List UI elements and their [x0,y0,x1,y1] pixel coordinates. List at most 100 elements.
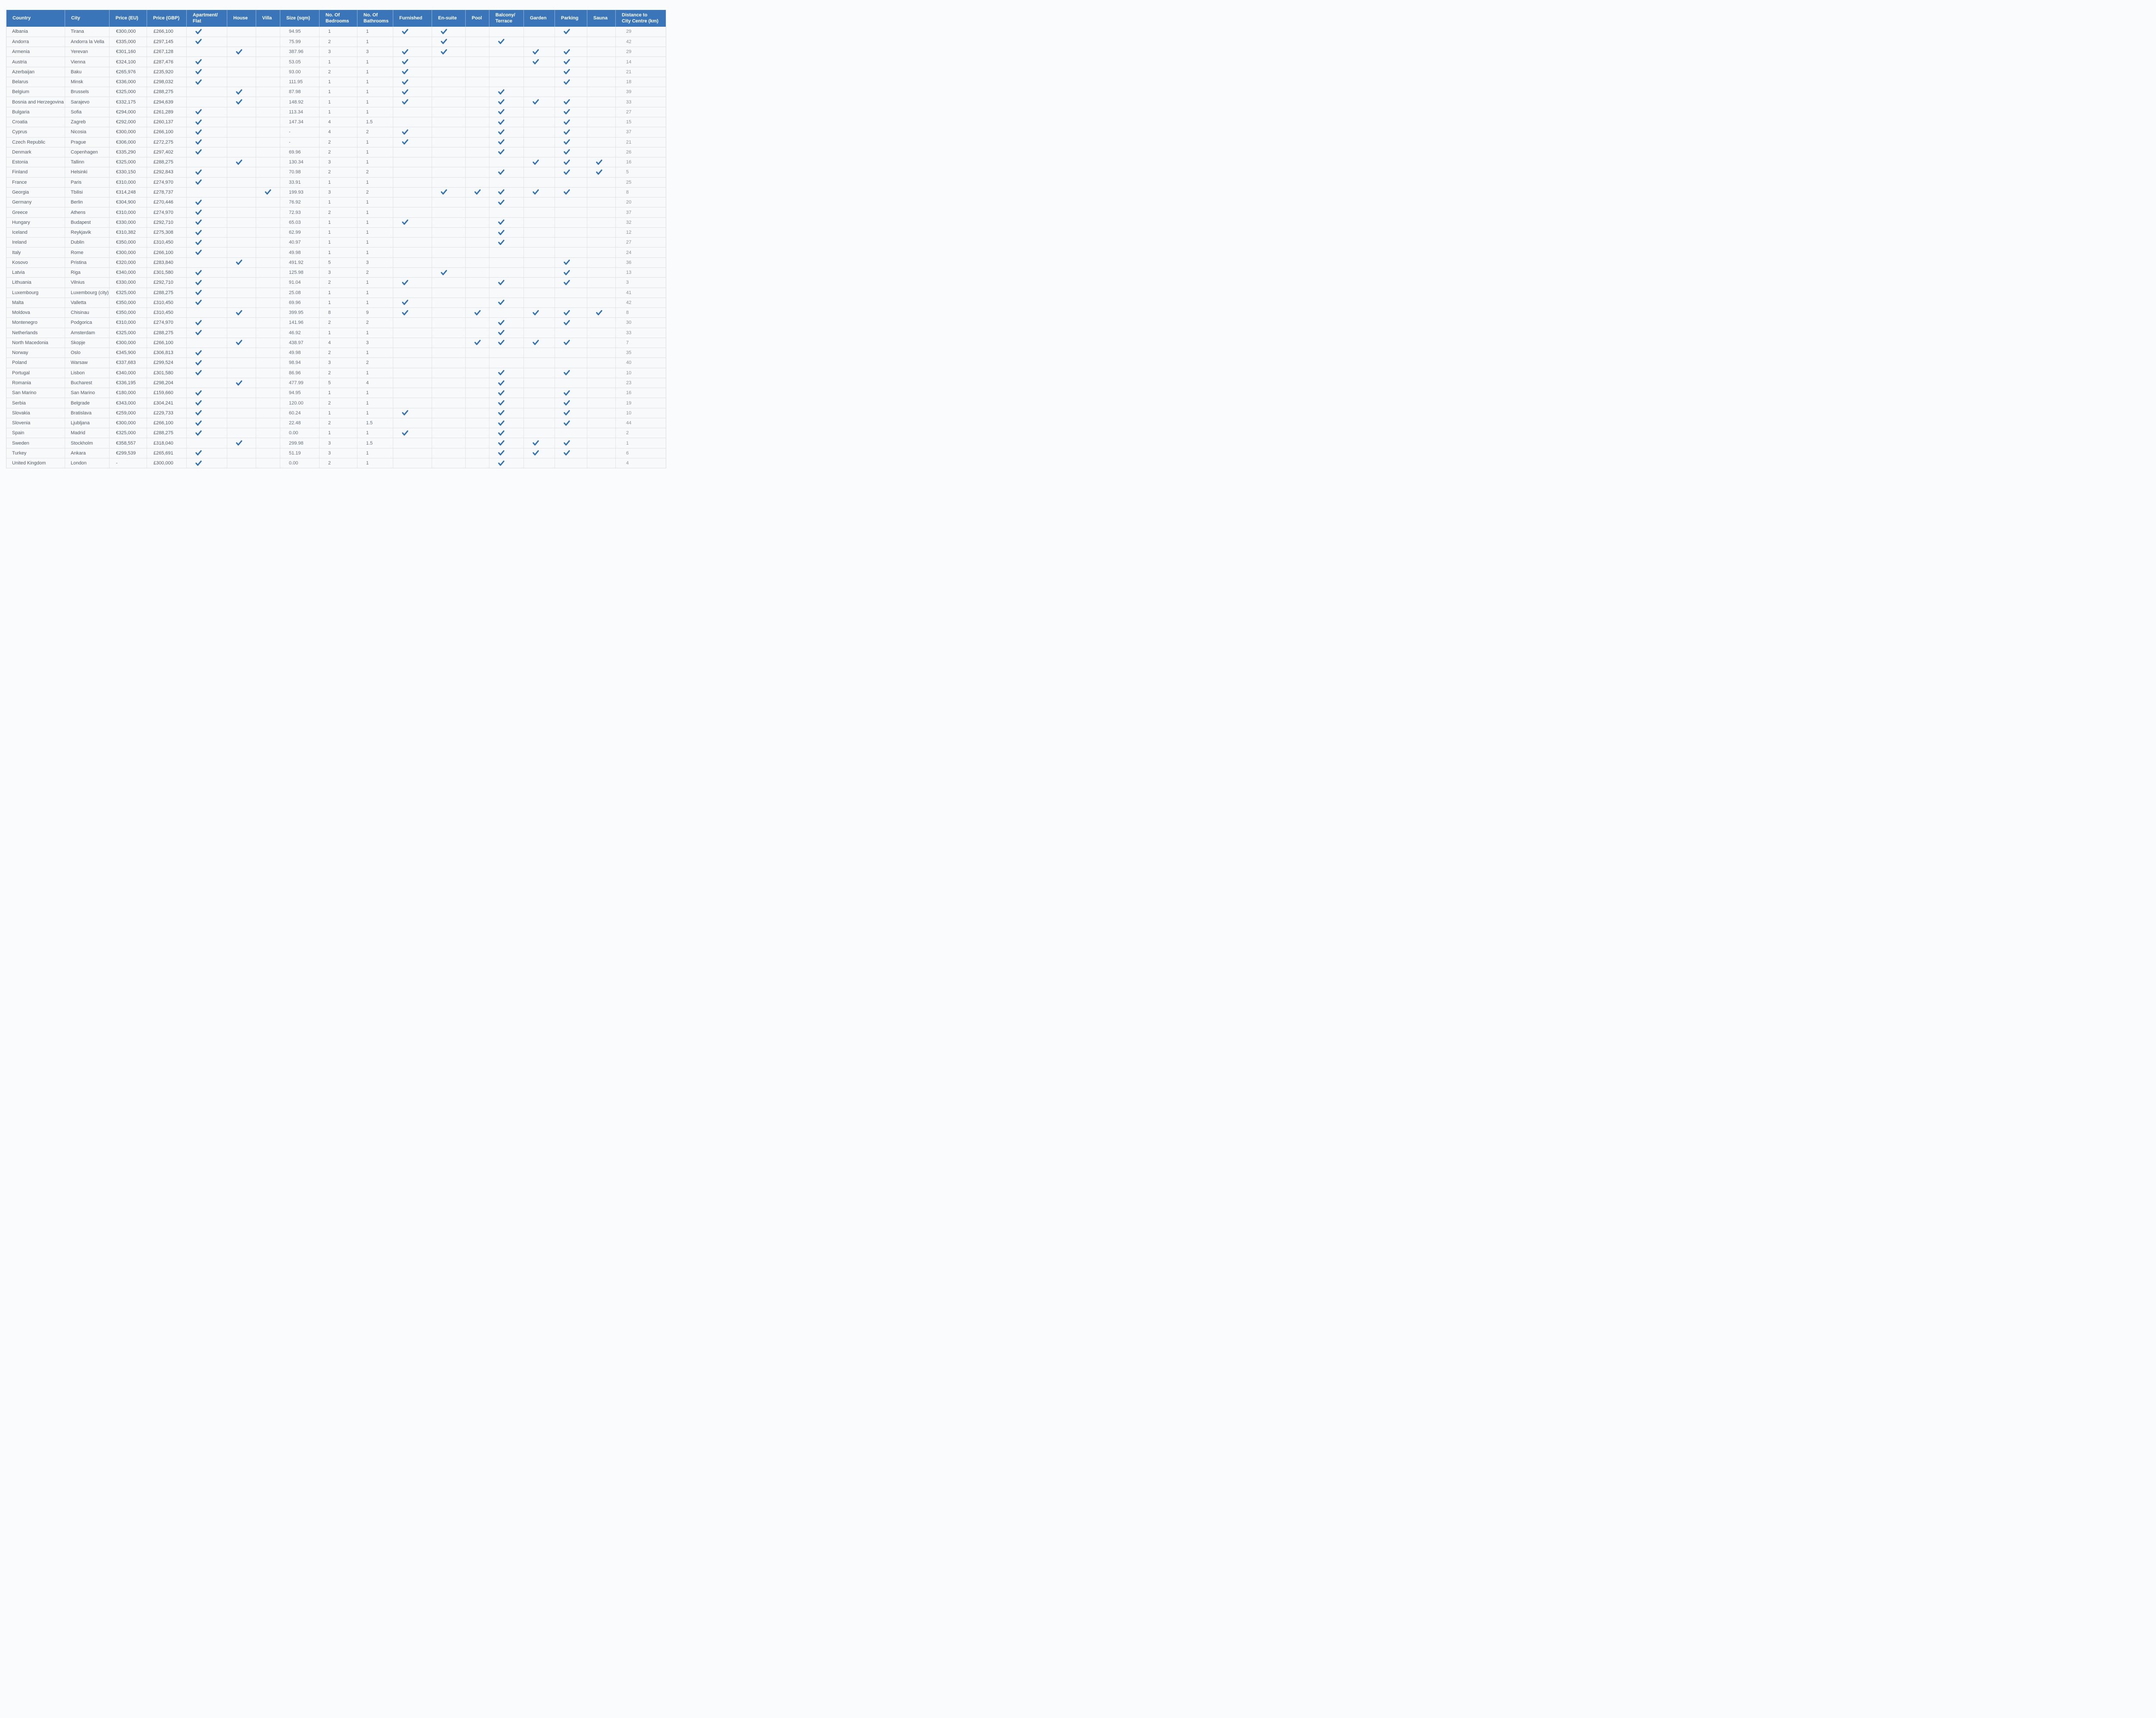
cell-apartment_flat [187,107,227,117]
cell-size_sqm: 60.24 [280,408,320,418]
cell-balcony_terrace [489,187,524,198]
cell-house [227,328,256,338]
cell-apartment_flat [187,288,227,298]
cell-garden [524,167,555,177]
cell-parking [555,137,587,147]
cell-bedrooms: 2 [320,147,357,157]
cell-pool [466,157,489,167]
cell-sauna [587,257,616,267]
check-icon [564,119,570,125]
cell-size_sqm: 69.96 [280,147,320,157]
cell-bathrooms: 1 [357,26,393,37]
cell-pool [466,448,489,458]
cell-distance_km: 40 [626,360,632,366]
table-row: Estonia Tallinn €325,000 £288,275 130.34 3 1 16 [6,157,666,167]
cell-ensuite [432,137,466,147]
cell-country: Austria [6,57,65,67]
cell-country: Slovakia [6,408,65,418]
table-row: Spain Madrid €325,000 £288,275 0.00 1 1 2 [6,428,666,438]
cell-balcony_terrace [489,137,524,147]
cell-balcony_terrace [489,238,524,248]
cell-apartment_flat [187,167,227,177]
check-icon [498,189,505,195]
cell-bedrooms: 2 [320,368,357,378]
cell-sauna [587,328,616,338]
cell-ensuite [432,348,466,358]
cell-parking [555,318,587,328]
cell-country: Hungary [6,217,65,227]
cell-house [227,137,256,147]
cell-balcony_terrace [489,217,524,227]
cell-furnished [393,288,432,298]
column-header-distance_km: Distance to City Centre (km) [622,13,658,24]
cell-city: Helsinki [65,167,110,177]
cell-parking [555,127,587,137]
cell-bedrooms: 2 [320,278,357,288]
cell-ensuite [432,37,466,47]
cell-bedrooms: 1 [320,238,357,248]
cell-bathrooms: 1 [357,278,393,288]
cell-sauna [587,198,616,207]
cell-parking [555,87,587,97]
cell-ensuite [432,157,466,167]
cell-bedrooms: 2 [320,318,357,328]
cell-house [227,187,256,198]
table-row: Albania Tirana €300,000 £266,100 94.95 1 1 29 [6,26,666,37]
cell-house [227,97,256,107]
cell-bathrooms: 1 [357,458,393,468]
cell-garden [524,157,555,167]
cell-garden [524,428,555,438]
cell-house [227,438,256,448]
property-table: Country City Price (EU) Price (GBP) Apartmen… [6,10,666,469]
check-icon [564,420,570,426]
cell-ensuite [432,257,466,267]
cell-bathrooms: 1 [357,207,393,217]
cell-parking [555,368,587,378]
cell-price_gbp: £310,450 [147,238,187,248]
cell-bedrooms: 2 [320,418,357,428]
cell-price_eu: €310,382 [110,227,147,238]
cell-price_gbp: £292,710 [147,278,187,288]
cell-distance_km: 3 [626,280,629,285]
cell-country: Iceland [6,227,65,238]
cell-villa [256,318,280,328]
cell-furnished [393,338,432,348]
check-icon [195,460,202,466]
table-row: Georgia Tbilisi €314,248 £278,737 199.93 3 2 8 [6,187,666,198]
cell-city: Sarajevo [65,97,110,107]
cell-city: Amsterdam [65,328,110,338]
cell-balcony_terrace [489,388,524,398]
check-icon [564,99,570,105]
cell-house [227,87,256,97]
check-icon [498,410,505,416]
cell-villa [256,107,280,117]
cell-ensuite [432,238,466,248]
cell-price_eu: €325,000 [110,328,147,338]
cell-distance_km: 10 [626,410,632,416]
cell-garden [524,378,555,388]
cell-bedrooms: 1 [320,97,357,107]
cell-size_sqm: 69.96 [280,298,320,308]
cell-house [227,248,256,257]
cell-price_gbp: £300,000 [147,458,187,468]
check-icon [195,59,202,65]
cell-sauna [587,338,616,348]
check-icon [236,49,242,55]
cell-apartment_flat [187,338,227,348]
cell-bathrooms: 1 [357,37,393,47]
cell-distance_km: 7 [626,340,629,345]
check-icon [441,270,447,276]
cell-villa [256,26,280,37]
cell-parking [555,157,587,167]
cell-apartment_flat [187,47,227,57]
cell-apartment_flat [187,177,227,187]
cell-bedrooms: 1 [320,288,357,298]
cell-bedrooms: 1 [320,87,357,97]
cell-price_eu: €320,000 [110,257,147,267]
cell-furnished [393,157,432,167]
cell-size_sqm: 98.94 [280,358,320,368]
cell-price_gbp: £301,580 [147,267,187,278]
cell-bathrooms: 1 [357,288,393,298]
cell-price_eu: €325,000 [110,87,147,97]
cell-garden [524,257,555,267]
